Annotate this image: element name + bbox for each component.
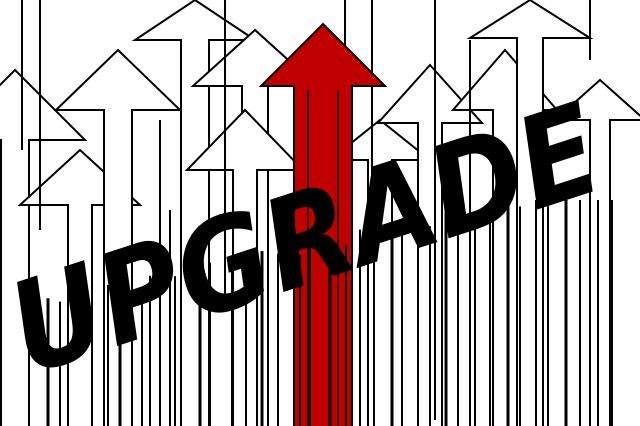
red-arrow-group xyxy=(258,22,388,426)
outline-arrow-icon xyxy=(53,48,183,426)
outline-arrow-icon xyxy=(466,0,594,426)
red-arrow-icon xyxy=(258,22,388,426)
barcode-lines-group xyxy=(46,200,613,426)
outline-arrow-icon xyxy=(0,68,88,426)
outline-arrow-icon xyxy=(450,48,560,426)
